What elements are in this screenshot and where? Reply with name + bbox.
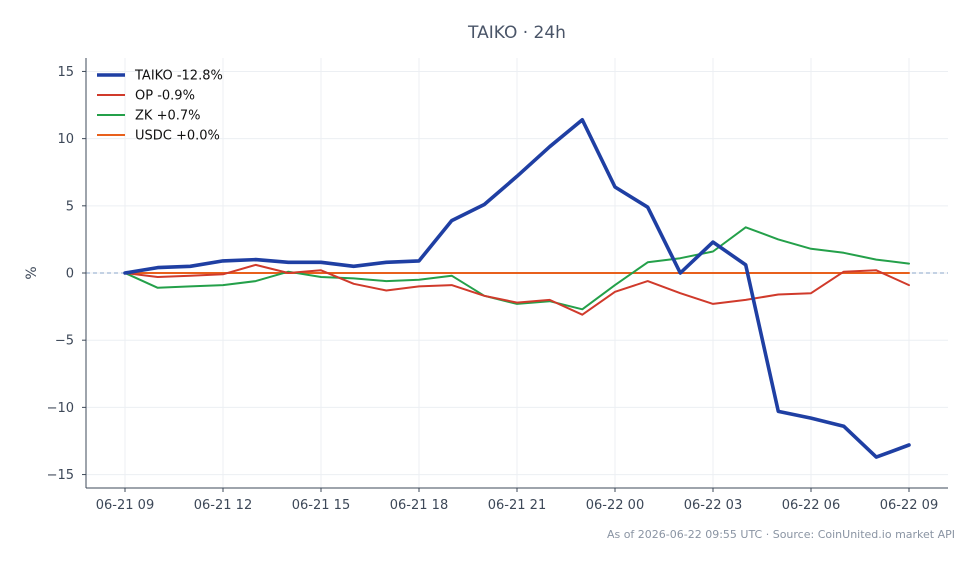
x-tick-label: 06-22 06 <box>782 498 840 513</box>
y-tick-label: 15 <box>57 65 74 80</box>
legend: TAIKO -12.8% OP -0.9% ZK +0.7% USDC +0.0% <box>97 69 223 144</box>
series-line-op <box>124 263 910 316</box>
y-tick-label: −5 <box>55 334 74 349</box>
x-tick-label: 06-21 18 <box>390 498 448 513</box>
x-tick-label: 06-22 03 <box>684 498 742 513</box>
y-axis-ticks: 15 10 5 0 −5 −10 −15 <box>47 65 86 483</box>
legend-entry: ZK +0.7% <box>135 109 200 124</box>
y-tick-label: −15 <box>47 468 74 483</box>
source-footer: As of 2026-06-22 09:55 UTC · Source: Coi… <box>607 528 955 541</box>
legend-entry: OP -0.9% <box>135 89 195 104</box>
x-tick-label: 06-21 09 <box>96 498 154 513</box>
series-line-zk <box>124 226 910 311</box>
x-axis-ticks: 06-21 09 06-21 12 06-21 15 06-21 18 06-21 21… <box>96 488 938 513</box>
x-tick-label: 06-21 15 <box>292 498 350 513</box>
y-tick-label: 10 <box>57 132 74 147</box>
x-tick-label: 06-22 00 <box>586 498 644 513</box>
legend-entry: USDC +0.0% <box>135 129 220 144</box>
x-tick-label: 06-21 12 <box>194 498 252 513</box>
y-axis-label: % <box>24 266 40 279</box>
x-tick-label: 06-22 09 <box>880 498 938 513</box>
chart-title: TAIKO · 24h <box>467 23 566 43</box>
series-lines <box>123 118 911 459</box>
series-line-taiko <box>123 118 911 459</box>
y-tick-label: 5 <box>66 199 74 214</box>
y-tick-label: −10 <box>47 401 74 416</box>
legend-entry: TAIKO -12.8% <box>134 69 223 84</box>
y-tick-label: 0 <box>66 267 74 282</box>
x-tick-label: 06-21 21 <box>488 498 546 513</box>
